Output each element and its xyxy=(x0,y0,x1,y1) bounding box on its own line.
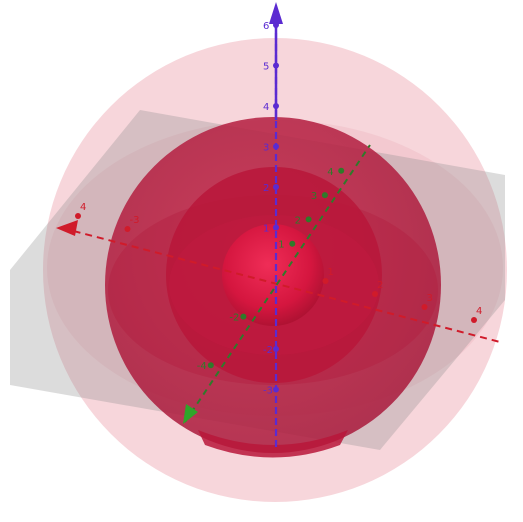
z-axis-tick-label: -3 xyxy=(263,386,273,397)
z-axis-tick-label: 3 xyxy=(263,143,269,154)
y-axis-tick-label: -4 xyxy=(197,361,207,372)
y-axis-tick-label: 4 xyxy=(327,167,333,178)
z-axis-tick-point xyxy=(273,184,279,190)
x-axis-tick-point xyxy=(372,291,378,297)
x-axis-tick-point xyxy=(322,278,329,284)
middle-sphere-bottom-rim xyxy=(198,430,348,458)
x-axis-tick-label: 1 xyxy=(328,267,334,278)
z-axis-tick-label: 6 xyxy=(263,21,269,32)
z-axis-tick-point xyxy=(273,224,279,231)
y-axis-arrow-icon xyxy=(183,404,198,424)
y-axis-tick-point xyxy=(338,167,345,174)
x-axis-arrow-icon xyxy=(56,220,78,236)
y-axis-tick-label: 3 xyxy=(311,191,317,202)
x-axis-tick-point xyxy=(471,317,477,323)
z-axis-arrow-icon xyxy=(269,2,283,24)
z-axis-tick-label: 2 xyxy=(263,183,269,194)
core-sphere xyxy=(222,224,324,326)
y-axis-line xyxy=(184,144,371,423)
z-axis-tick-point xyxy=(273,346,279,352)
y-axis-tick-label: 1 xyxy=(278,240,284,251)
z-axis-tick-point xyxy=(273,62,279,69)
y-axis-tick-label: 2 xyxy=(295,215,301,226)
x-axis-tick-label: -3 xyxy=(130,215,140,226)
y-axis-tick-point xyxy=(305,216,312,223)
x-axis-tick-label: 2 xyxy=(377,280,383,291)
y-axis-tick-point xyxy=(207,362,214,369)
y-axis-tick-point xyxy=(321,192,328,199)
z-axis-tick-label: -2 xyxy=(263,345,273,356)
z-axis-tick-point xyxy=(273,103,279,109)
z-axis-tick-label: 5 xyxy=(263,62,269,73)
y-axis-tick-point xyxy=(289,240,296,247)
x-axis-line xyxy=(61,227,501,343)
x-axis-tick-point xyxy=(124,226,131,232)
y-axis-tick-label: -2 xyxy=(229,313,239,324)
z-axis-tick-point xyxy=(273,143,279,150)
z-axis-tick-point xyxy=(273,386,279,393)
z-axis-tick-label: 4 xyxy=(263,102,269,113)
x-axis-tick-label: 3 xyxy=(427,293,433,304)
x-axis-tick-point xyxy=(75,213,81,219)
z-axis-tick-label: 1 xyxy=(263,224,269,235)
x-axis-tick-label: 4 xyxy=(476,306,482,317)
x-axis-tick-label: 4 xyxy=(80,202,86,213)
z-axis-tick-point xyxy=(273,22,279,28)
y-axis-tick-point xyxy=(240,313,247,320)
x-axis-tick-point xyxy=(421,304,428,310)
